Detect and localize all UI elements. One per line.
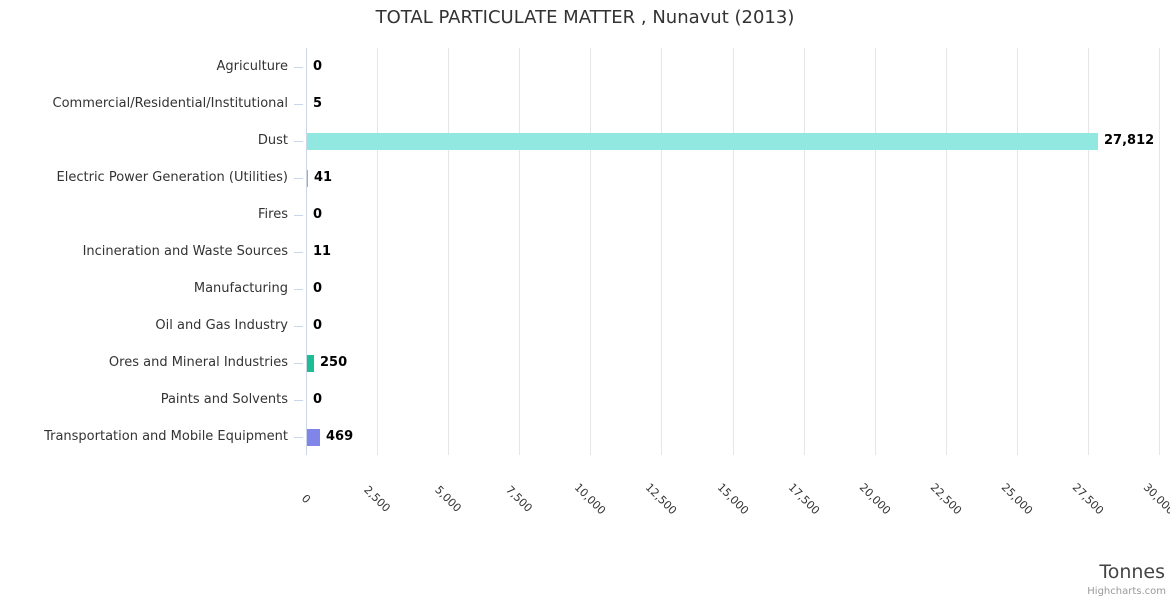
category-tick-mark — [294, 103, 303, 105]
category-tick-mark — [294, 288, 303, 290]
x-axis-tick-label: 10,000 — [572, 480, 609, 518]
value-label: 250 — [320, 354, 348, 370]
value-label: 11 — [313, 243, 332, 259]
category-tick-mark — [294, 140, 303, 142]
category-tick-mark — [294, 399, 303, 401]
grid-line — [661, 48, 663, 455]
highcharts-credit-link[interactable]: Highcharts.com — [1087, 586, 1166, 597]
x-axis-tick-label: 15,000 — [714, 480, 751, 518]
y-axis-category-label: Agriculture — [216, 58, 289, 74]
x-axis-title: Tonnes — [1099, 561, 1165, 583]
x-axis-tick-label: 30,000 — [1140, 480, 1170, 518]
x-axis-tick-label: 25,000 — [998, 480, 1036, 518]
value-label: 0 — [313, 206, 323, 222]
grid-line — [1016, 48, 1018, 455]
x-axis-tick-label: 17,500 — [785, 480, 822, 518]
bar[interactable] — [307, 169, 308, 187]
bar[interactable] — [307, 132, 1098, 150]
category-tick-mark — [294, 177, 303, 179]
value-label: 469 — [326, 428, 354, 444]
bar[interactable] — [307, 428, 320, 446]
x-axis-tick-label: 20,000 — [856, 480, 893, 518]
grid-line — [732, 48, 734, 455]
category-tick-mark — [294, 436, 303, 438]
x-axis-tick-label: 12,500 — [643, 480, 680, 518]
chart-title: TOTAL PARTICULATE MATTER , Nunavut (2013… — [375, 7, 795, 28]
category-axis-line — [306, 48, 307, 455]
category-tick-mark — [294, 362, 303, 364]
x-axis-tick-label: 22,500 — [927, 480, 964, 518]
y-axis-category-label: Fires — [258, 206, 288, 222]
grid-line — [590, 48, 592, 455]
y-axis-category-label: Paints and Solvents — [160, 391, 288, 407]
value-label: 0 — [313, 58, 323, 74]
grid-line — [448, 48, 450, 455]
y-axis-category-label: Electric Power Generation (Utilities) — [56, 169, 288, 185]
y-axis-category-label: Commercial/Residential/Institutional — [52, 95, 289, 111]
y-axis-category-label: Oil and Gas Industry — [155, 317, 288, 333]
value-label: 0 — [313, 391, 323, 407]
value-label: 41 — [314, 169, 333, 185]
value-label: 0 — [313, 280, 323, 296]
value-label: 5 — [313, 95, 323, 111]
value-label: 27,812 — [1104, 132, 1155, 148]
x-axis-tick-label: 0 — [298, 491, 314, 507]
value-label: 0 — [313, 317, 323, 333]
category-tick-mark — [294, 251, 303, 253]
grid-line — [519, 48, 521, 455]
bar[interactable] — [307, 354, 314, 372]
category-tick-mark — [294, 214, 303, 216]
x-axis-tick-label: 27,500 — [1069, 480, 1107, 518]
category-tick-mark — [294, 325, 303, 327]
grid-line — [1087, 48, 1089, 455]
grid-line — [874, 48, 876, 455]
x-axis-tick-label: 5,000 — [432, 483, 464, 515]
grid-line — [945, 48, 947, 455]
category-tick-mark — [294, 66, 303, 68]
grid-line — [803, 48, 805, 455]
grid-line — [1159, 48, 1160, 455]
y-axis-category-label: Dust — [257, 132, 288, 148]
y-axis-category-label: Transportation and Mobile Equipment — [44, 428, 288, 444]
y-axis-category-label: Ores and Mineral Industries — [108, 354, 288, 370]
grid-line — [377, 48, 379, 455]
y-axis-category-label: Manufacturing — [193, 280, 288, 296]
x-axis-tick-label: 7,500 — [503, 483, 535, 515]
x-axis-tick-label: 2,500 — [361, 483, 393, 515]
y-axis-category-label: Incineration and Waste Sources — [82, 243, 288, 259]
